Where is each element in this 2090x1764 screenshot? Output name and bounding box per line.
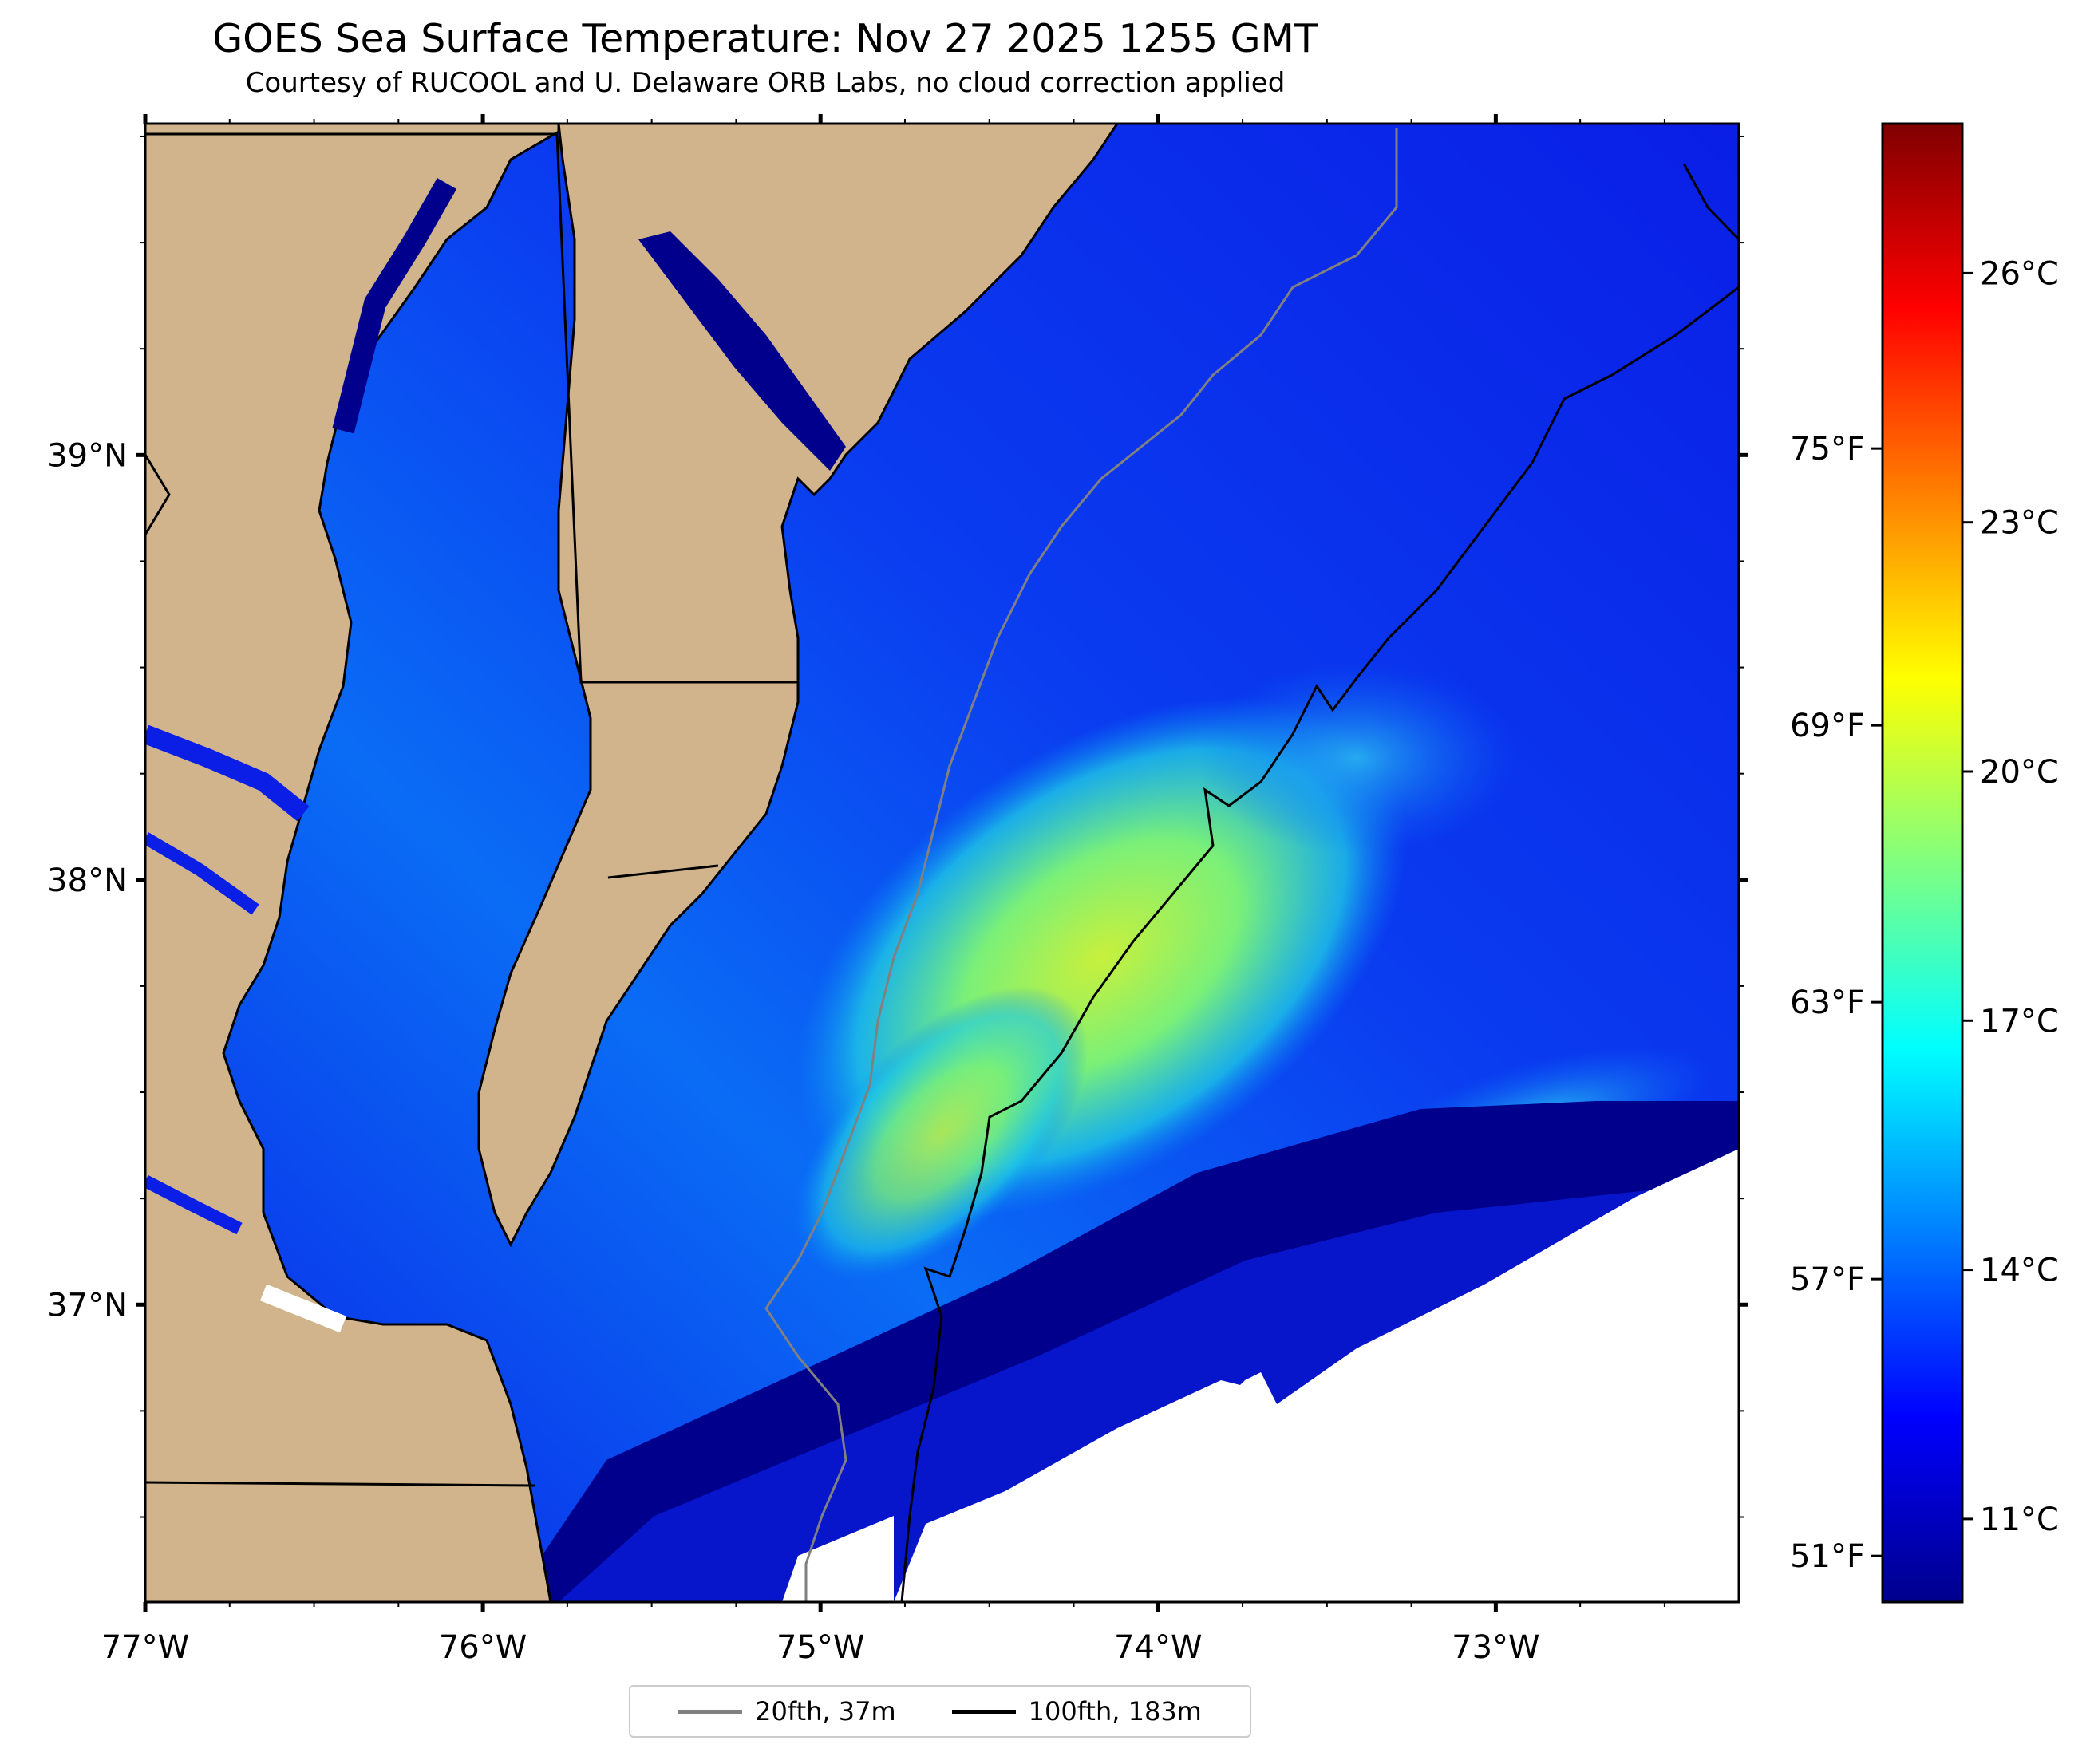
fahrenheit-tick-label: 57°F (1790, 1261, 1865, 1298)
fahrenheit-tick-label: 75°F (1790, 431, 1865, 468)
potomac-river (145, 724, 310, 822)
legend-swatch-100fth (951, 1709, 1016, 1714)
legend-label-20fth: 20fth, 37m (755, 1696, 896, 1727)
legend-item-20fth: 20fth, 37m (678, 1696, 896, 1727)
james-river-nodata (259, 1284, 347, 1333)
isobath-100fth (900, 163, 1739, 1602)
state-border-md-de (145, 132, 798, 684)
mid-temp-patch (1197, 662, 1516, 854)
chart-title: GOES Sea Surface Temperature: Nov 27 202… (212, 16, 1318, 61)
lon-tick-label: 76°W (439, 1629, 527, 1666)
colorbar-ticks: 11°C 14°C 17°C 20°C 23°C 26°C 51°F 57°F 63°F 69°F… (1790, 255, 2059, 1575)
state-border-md-va (607, 864, 719, 879)
celsius-tick-label: 23°C (1980, 505, 2059, 542)
rappahannock-river (145, 832, 259, 915)
map-frame (144, 122, 1740, 1604)
celsius-tick-label: 20°C (1980, 754, 2059, 791)
fahrenheit-tick-label: 63°F (1790, 985, 1865, 1021)
fahrenheit-tick-label: 69°F (1790, 708, 1865, 744)
fahrenheit-tick-label: 51°F (1790, 1538, 1865, 1575)
legend-swatch-20fth (678, 1709, 743, 1714)
lon-tick-label: 77°W (101, 1629, 189, 1666)
celsius-tick-label: 14°C (1980, 1253, 2059, 1289)
celsius-tick-label: 17°C (1980, 1003, 2059, 1040)
land-western-shore (145, 124, 560, 1602)
no-data-pocket (990, 1380, 1253, 1508)
warm-water-filament (795, 986, 1088, 1280)
map-axis-ticks: 77°W 76°W 75°W 74°W 73°W 39°N 38°N 37°N (47, 114, 1748, 1666)
state-border-wv (145, 454, 171, 535)
york-river (145, 1174, 243, 1235)
upper-chesapeake-bay (332, 178, 457, 434)
lat-tick-label: 38°N (47, 862, 128, 899)
lon-tick-label: 75°W (776, 1629, 864, 1666)
no-data-south (782, 1516, 894, 1602)
colorbar-gradient (1881, 122, 1964, 1604)
isobath-20fth (764, 128, 1398, 1602)
no-data-region (894, 1149, 1739, 1602)
celsius-tick-label: 26°C (1980, 255, 2059, 292)
lat-tick-label: 37°N (47, 1287, 128, 1324)
lat-tick-label: 39°N (47, 437, 128, 474)
lon-tick-label: 73°W (1452, 1629, 1539, 1666)
delaware-bay (638, 231, 846, 471)
legend-label-100fth: 100fth, 183m (1028, 1696, 1202, 1727)
celsius-tick-label: 11°C (1980, 1502, 2059, 1538)
lon-tick-label: 74°W (1114, 1629, 1202, 1666)
isobath-legend: 20fth, 37m 100fth, 183m (629, 1685, 1251, 1738)
legend-item-100fth: 100fth, 183m (951, 1696, 1202, 1727)
state-border-va-nc (145, 1481, 535, 1487)
chart-subtitle: Courtesy of RUCOOL and U. Delaware ORB L… (245, 67, 1286, 99)
